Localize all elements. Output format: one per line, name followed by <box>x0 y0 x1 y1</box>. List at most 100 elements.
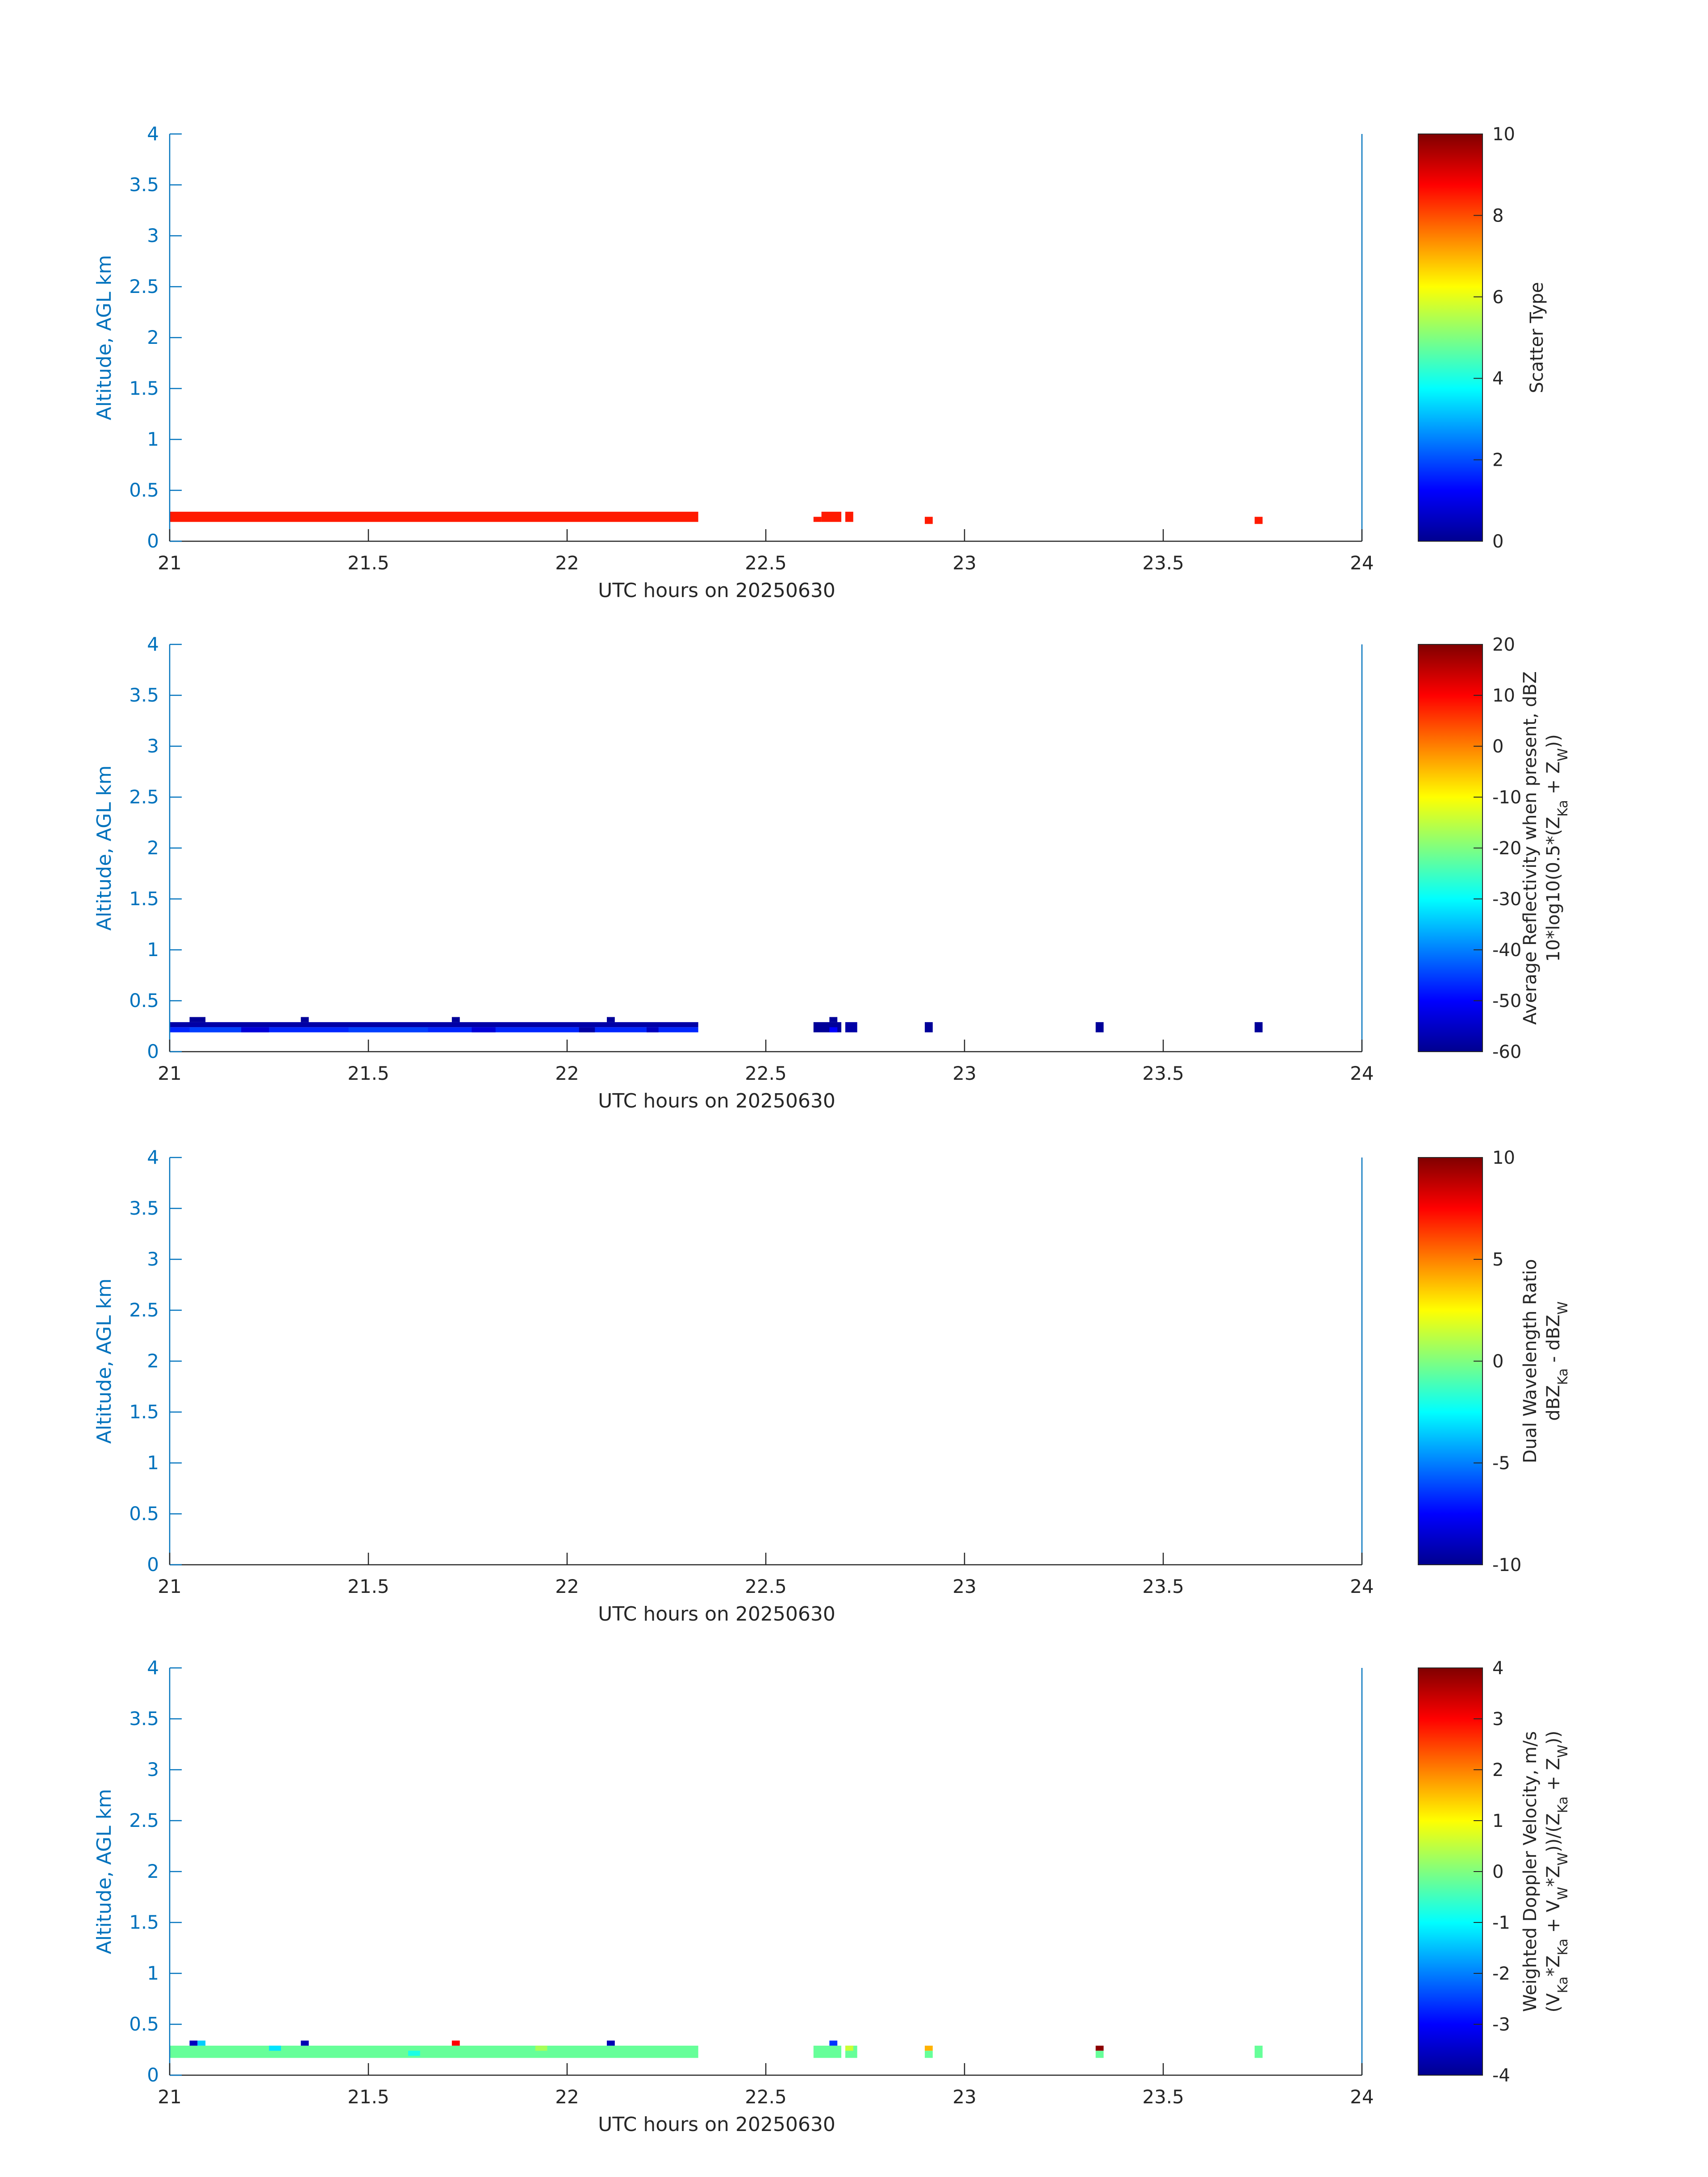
y-tick-label: 1.5 <box>129 377 159 399</box>
heatmap-cell <box>1095 2051 1104 2058</box>
colorbar <box>1418 134 1483 542</box>
label-fragment: W <box>1555 1745 1571 1758</box>
y-axis-label: Altitude, AGL km <box>93 1279 116 1444</box>
label-fragment: *Z <box>1543 1956 1564 1976</box>
label-fragment: Ka <box>1555 1976 1571 1993</box>
y-tick-label: 1.5 <box>129 1911 159 1933</box>
heatmap-cell <box>189 1027 242 1032</box>
heatmap-cell <box>607 2040 615 2046</box>
x-tick-label: 22 <box>555 1062 579 1084</box>
y-tick-label: 4 <box>147 1146 159 1168</box>
colorbar-tick-label: -20 <box>1492 838 1521 859</box>
label-fragment: + Z <box>1543 1758 1564 1796</box>
heatmap-cell <box>451 1017 460 1022</box>
colorbar-tick-label: 4 <box>1492 1658 1503 1679</box>
heatmap-cell <box>170 2045 698 2058</box>
y-axis-label: Altitude, AGL km <box>93 1789 116 1954</box>
colorbar-tick-label: 1 <box>1492 1811 1503 1831</box>
x-axis-label: UTC hours on 20250630 <box>598 2113 835 2136</box>
colorbar-tick-label: 2 <box>1492 1760 1503 1780</box>
x-tick-label: 22 <box>555 552 579 574</box>
x-tick-label: 22 <box>555 1575 579 1597</box>
heatmap-cell <box>189 1017 206 1022</box>
x-tick-label: 24 <box>1350 2086 1374 2108</box>
heatmap-cell <box>829 1027 838 1032</box>
colorbar-tick-label: 8 <box>1492 205 1503 226</box>
x-tick-label: 21.5 <box>347 2086 389 2108</box>
colorbar-label: (VKa*ZKa + VW*ZW))/(ZKa + ZW)) <box>1543 1731 1571 2013</box>
x-tick-label: 23.5 <box>1142 1062 1184 1084</box>
y-tick-label: 0.5 <box>129 2013 159 2035</box>
label-fragment: Weighted Doppler Velocity, m/s <box>1520 1731 1541 2012</box>
x-tick-label: 21 <box>158 552 181 574</box>
colorbar-tick-label: 2 <box>1492 450 1503 471</box>
heatmap-cell <box>301 2040 309 2046</box>
heatmap-cell <box>1254 2045 1263 2058</box>
colorbar-label: Weighted Doppler Velocity, m/s <box>1520 1731 1541 2012</box>
colorbar-label: dBZKa - dBZW <box>1543 1301 1571 1421</box>
y-tick-label: 2 <box>147 1350 159 1372</box>
label-fragment: Ka <box>1555 800 1571 817</box>
y-tick-label: 4 <box>147 123 159 145</box>
x-axis-label: UTC hours on 20250630 <box>598 1603 835 1625</box>
colorbar-tick-label: 20 <box>1492 635 1515 655</box>
x-tick-label: 21 <box>158 1575 181 1597</box>
heatmap-cell <box>829 2040 838 2046</box>
y-tick-label: 1.5 <box>129 888 159 910</box>
y-tick-label: 2 <box>147 1860 159 1882</box>
label-fragment: )) <box>1543 734 1564 748</box>
heatmap-cell <box>579 1027 595 1032</box>
colorbar-tick-label: -50 <box>1492 991 1521 1011</box>
heatmap-cell <box>829 1017 838 1022</box>
label-fragment: W <box>1555 1301 1571 1315</box>
plot-area <box>170 644 1362 1052</box>
heatmap-cell <box>813 517 822 522</box>
heatmap-cell <box>1095 2045 1104 2051</box>
colorbar-label: Scatter Type <box>1527 282 1547 393</box>
x-tick-label: 23.5 <box>1142 552 1184 574</box>
x-tick-label: 22.5 <box>745 2086 787 2108</box>
x-tick-label: 22.5 <box>745 552 787 574</box>
y-tick-label: 3 <box>147 735 159 757</box>
x-tick-label: 23 <box>952 1575 976 1597</box>
colorbar <box>1418 644 1483 1052</box>
colorbar <box>1418 1157 1483 1565</box>
colorbar-tick-label: 3 <box>1492 1709 1503 1730</box>
heatmap-cell <box>845 511 853 522</box>
plot-area <box>170 1668 1362 2075</box>
heatmap-cell <box>845 1022 857 1032</box>
colorbar-tick-label: -2 <box>1492 1964 1510 1984</box>
y-tick-label: 0 <box>147 530 159 552</box>
y-tick-label: 0 <box>147 1554 159 1575</box>
colorbar-tick-label: 0 <box>1492 531 1503 552</box>
x-tick-label: 21 <box>158 1062 181 1084</box>
colorbar-tick-label: -60 <box>1492 1042 1521 1062</box>
y-tick-label: 3.5 <box>129 1197 159 1219</box>
heatmap-cell <box>241 1027 269 1032</box>
label-fragment: ))/(Z <box>1543 1813 1564 1852</box>
y-tick-label: 2.5 <box>129 276 159 297</box>
y-tick-label: 0.5 <box>129 990 159 1011</box>
colorbar-tick-label: 0 <box>1492 1351 1503 1372</box>
colorbar-tick-label: -10 <box>1492 787 1521 808</box>
colorbar-tick-label: 6 <box>1492 287 1503 308</box>
heatmap-cell <box>845 2045 853 2051</box>
x-tick-label: 23 <box>952 1062 976 1084</box>
colorbar-tick-label: -4 <box>1492 2065 1510 2086</box>
heatmap-cell <box>301 1017 309 1022</box>
label-fragment: Dual Wavelength Ratio <box>1520 1259 1541 1463</box>
x-tick-label: 23 <box>952 2086 976 2108</box>
colorbar-label: Dual Wavelength Ratio <box>1520 1259 1541 1463</box>
label-fragment: Ka <box>1555 1368 1571 1385</box>
y-tick-label: 0.5 <box>129 1503 159 1525</box>
heatmap-cell <box>925 517 933 524</box>
label-fragment: W <box>1555 748 1571 761</box>
label-fragment: (V <box>1543 1993 1564 2013</box>
label-fragment: 10*log10(0.5*(Z <box>1543 817 1564 962</box>
label-fragment: + Z <box>1543 761 1564 800</box>
